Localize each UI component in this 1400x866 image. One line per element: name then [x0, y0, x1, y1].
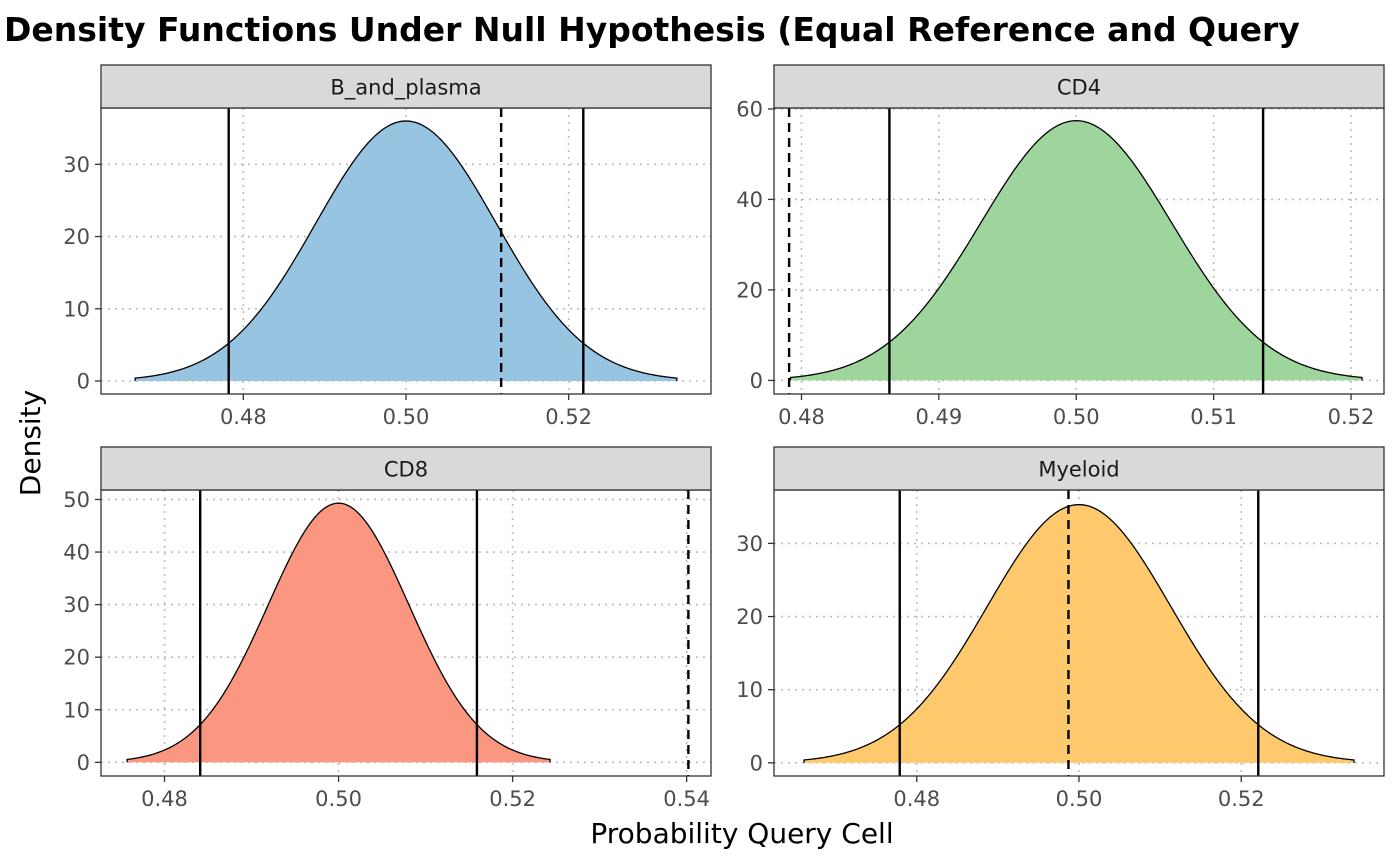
x-tick-label: 0.52: [1328, 405, 1375, 429]
x-tick-label: 0.54: [663, 787, 710, 811]
y-tick-label: 0: [77, 751, 90, 775]
x-tick-label: 0.48: [893, 787, 940, 811]
density-area: [127, 503, 551, 763]
facet-panel-cd4: CD4 0.48 0.49 0.50 0.51 0.52 0 20 40 60: [736, 64, 1385, 429]
density-curve: [803, 503, 1355, 763]
facet-strip-label: Myeloid: [1038, 458, 1119, 482]
density-area: [790, 120, 1363, 381]
y-tick-label: 40: [63, 541, 90, 565]
facet-strip-label: CD4: [1057, 76, 1101, 100]
y-tick-label: 0: [750, 751, 763, 775]
density-area: [135, 121, 677, 381]
facet-panel-myeloid: Myeloid 0.48 0.50 0.52 0 10 20 30: [736, 446, 1385, 811]
y-tick-label: 10: [63, 698, 90, 722]
y-tick-label: 20: [736, 278, 763, 302]
facet-panels: B_and_plasma 0.48 0.50 0.52 0 10 20 30 CD4 0.48 0.…: [63, 64, 1385, 811]
y-tick-label: 40: [736, 188, 763, 212]
x-tick-label: 0.48: [141, 787, 188, 811]
x-axis-title: Probability Query Cell: [590, 817, 893, 850]
facet-strip-label: B_and_plasma: [330, 76, 481, 101]
y-tick-label: 30: [63, 593, 90, 617]
y-tick-label: 10: [63, 297, 90, 321]
facet-strip: [773, 64, 1385, 109]
x-tick-label: 0.50: [383, 405, 430, 429]
x-tick-label: 0.50: [1053, 405, 1100, 429]
y-tick-label: 10: [736, 678, 763, 702]
density-area: [804, 504, 1354, 763]
x-tick-label: 0.48: [220, 405, 267, 429]
y-tick-label: 0: [77, 370, 90, 394]
y-tick-label: 60: [736, 97, 763, 121]
facet-panel-cd8: CD8 0.48 0.50 0.52 0.54 0 10 20 30 40 50: [63, 446, 712, 811]
facet-strip: [100, 446, 712, 491]
facet-strip: [773, 446, 1385, 491]
x-tick-label: 0.50: [1056, 787, 1103, 811]
x-tick-label: 0.52: [545, 405, 592, 429]
y-tick-label: 50: [63, 488, 90, 512]
facet-strip-label: CD8: [384, 458, 428, 482]
density-curve: [126, 502, 551, 763]
y-tick-label: 0: [750, 369, 763, 393]
x-tick-label: 0.52: [489, 787, 536, 811]
x-tick-label: 0.49: [915, 405, 962, 429]
facet-strip: [100, 64, 712, 109]
density-curve: [789, 120, 1363, 381]
y-tick-label: 20: [63, 225, 90, 249]
y-tick-label: 20: [736, 605, 763, 629]
y-axis-title: Density: [14, 390, 47, 496]
y-tick-label: 20: [63, 646, 90, 670]
density-curve: [134, 120, 678, 381]
y-tick-label: 30: [736, 532, 763, 556]
x-tick-label: 0.51: [1190, 405, 1237, 429]
x-tick-label: 0.52: [1218, 787, 1265, 811]
chart-title: Density Functions Under Null Hypothesis …: [4, 10, 1300, 49]
x-tick-label: 0.50: [315, 787, 362, 811]
facet-panel-b-and-plasma: B_and_plasma 0.48 0.50 0.52 0 10 20 30: [63, 64, 712, 429]
y-tick-label: 30: [63, 153, 90, 177]
x-tick-label: 0.48: [778, 405, 825, 429]
